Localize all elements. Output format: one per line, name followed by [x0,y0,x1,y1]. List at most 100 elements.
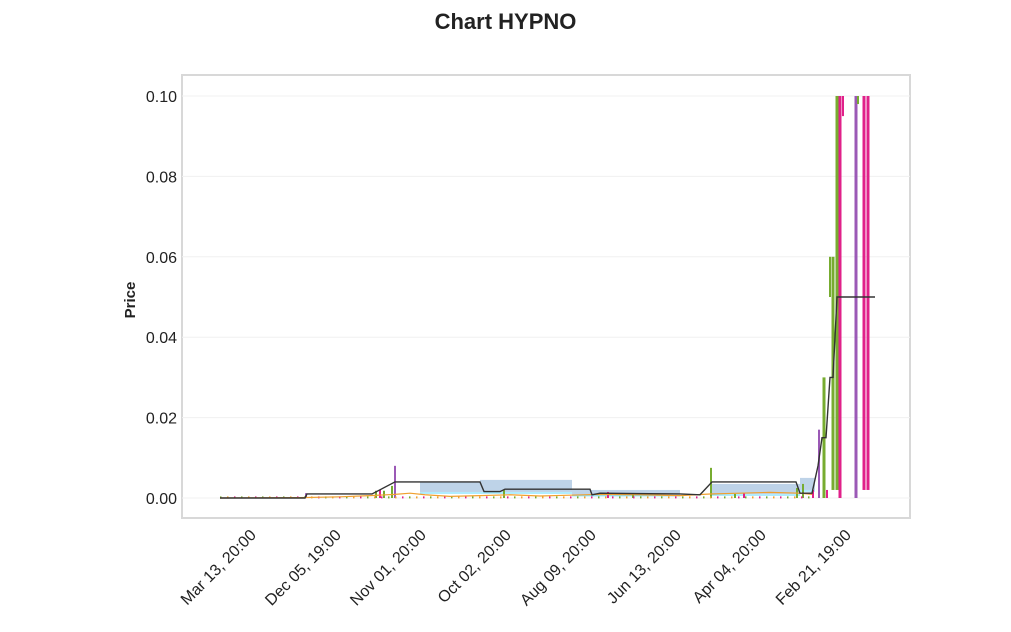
candle-small [458,496,460,499]
candle [842,96,844,117]
x-tick-label: Apr 04, 20:00 [690,527,770,607]
candle-small [423,496,425,499]
candle-small [801,496,803,499]
candle-small [346,496,348,499]
candle-small [661,496,663,499]
candle-small [563,496,565,499]
candle-small [647,496,649,499]
candle-small [745,496,747,499]
candle-small [794,496,796,499]
price-band [572,489,680,495]
candle [812,489,814,498]
candle-small [759,496,761,499]
candle-small [626,496,628,499]
x-tick-label: Feb 21, 19:00 [773,527,855,609]
candle-small [521,496,523,499]
candle-small [570,496,572,499]
y-axis-ticks: 0.00 0.02 0.04 0.06 0.08 0.10 [146,89,177,508]
candle [829,256,831,297]
orange-line [219,491,813,499]
candle-small [689,496,691,499]
candle [826,489,828,498]
candle-small [591,496,593,499]
candle-small [472,496,474,499]
candle-small [731,496,733,499]
candle-small [381,496,383,499]
candle-small [668,496,670,499]
candle-small [598,496,600,499]
price-band [420,481,480,492]
candle-small [367,496,369,499]
candle-small [717,496,719,499]
candle-small [577,496,579,499]
candle [391,485,393,498]
candle-small [605,496,607,499]
candle-small [619,496,621,499]
candle [818,429,820,498]
candle-small [584,496,586,499]
candle-small [444,496,446,499]
x-tick-label: Dec 05, 19:00 [262,527,345,610]
candle-small [682,496,684,499]
candle-small [465,496,467,499]
candle-small [409,496,411,499]
candle-small [738,496,740,499]
candle-small [549,496,551,499]
x-tick-label: Jun 13, 20:00 [604,527,685,608]
candle-small [486,496,488,499]
candle-small [514,496,516,499]
lines-layer [219,296,875,499]
x-tick-label: Nov 01, 20:00 [347,527,430,610]
candle-small [535,496,537,499]
candle-small [395,496,397,499]
candle-small [654,496,656,499]
candle-small [360,496,362,499]
chart-title: Chart HYPNO [434,9,577,34]
candle [375,490,377,498]
x-tick-label: Oct 02, 20:00 [435,527,515,607]
candle-small [808,496,810,499]
candle-small [696,496,698,499]
candle [379,489,381,498]
candle-small [479,496,481,499]
candle-small [528,496,530,499]
price-band [710,483,800,494]
candle-small [773,496,775,499]
candle-small [724,496,726,499]
candle-small [780,496,782,499]
candle-small [430,496,432,499]
candle-small [388,496,390,499]
x-axis-ticks: Mar 13, 20:00 Dec 05, 19:00 Nov 01, 20:00 O… [178,527,855,610]
candle [503,489,505,498]
candle-small [787,496,789,499]
y-tick-label: 0.00 [146,491,177,508]
price-line [220,296,875,499]
x-tick-label: Mar 13, 20:00 [178,527,260,609]
candle-small [451,496,453,499]
candle-small [633,496,635,499]
candle [734,493,736,498]
candle-small [640,496,642,499]
candle [802,483,804,498]
candle-small [437,496,439,499]
y-tick-label: 0.04 [146,330,177,347]
x-tick-label: Aug 09, 20:00 [517,527,600,610]
candle-small [402,496,404,499]
y-tick-label: 0.08 [146,169,177,186]
candle-small [752,496,754,499]
candle-small [353,496,355,499]
candle-small [507,496,509,499]
candle [743,493,745,498]
candle [862,96,866,490]
y-tick-label: 0.10 [146,89,177,106]
candle-small [556,496,558,499]
candle-small [500,496,502,499]
candle-small [374,496,376,499]
y-tick-label: 0.02 [146,411,177,428]
y-axis-label: Price [122,282,139,319]
candle [632,493,634,498]
candle-small [493,496,495,499]
candle [866,96,870,490]
y-tick-label: 0.06 [146,250,177,267]
